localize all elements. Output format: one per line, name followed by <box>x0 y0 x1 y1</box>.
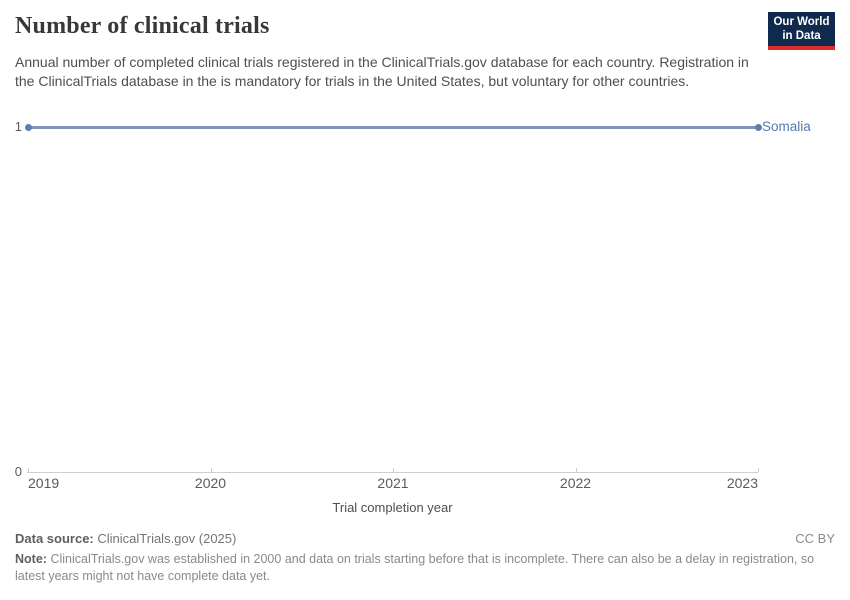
x-axis-tick-label: 2021 <box>377 475 409 491</box>
data-point-first <box>24 123 32 131</box>
series-label-somalia[interactable]: Somalia <box>762 119 811 134</box>
owid-logo-line1: Our World <box>773 16 830 28</box>
footer-source-row: Data source: ClinicalTrials.gov (2025) C… <box>15 531 835 546</box>
x-axis-tick-mark <box>575 468 577 472</box>
note-text: ClinicalTrials.gov was established in 20… <box>15 552 815 583</box>
note-label: Note: <box>15 552 47 566</box>
x-axis-title: Trial completion year <box>332 500 453 515</box>
chart-subtitle: Annual number of completed clinical tria… <box>15 54 749 89</box>
x-axis-tick-label: 2023 <box>726 475 758 491</box>
x-axis-tick-mark <box>758 468 759 472</box>
page-title: Number of clinical trials <box>15 13 270 39</box>
x-axis-line <box>27 472 758 473</box>
x-axis-tick-mark <box>28 468 29 472</box>
x-axis-tick-label: 2020 <box>194 475 227 491</box>
x-axis-tick-mark <box>393 468 394 472</box>
data-source-label: Data source: <box>15 531 94 546</box>
owid-logo[interactable]: Our World in Data <box>768 12 835 50</box>
y-axis-tick-label-0: 0 <box>14 464 22 479</box>
x-axis-tick-mark <box>210 468 212 472</box>
y-axis-tick-label-1: 1 <box>14 119 22 134</box>
data-point-last <box>754 123 762 131</box>
somalia-series-line[interactable] <box>27 125 759 129</box>
x-axis-tick-label: 2019 <box>28 475 60 491</box>
license-badge[interactable]: CC BY <box>795 531 835 546</box>
owid-logo-line2: in Data <box>782 29 821 42</box>
footer-note: Note: ClinicalTrials.gov was established… <box>15 551 835 584</box>
x-axis-tick-label: 2022 <box>559 475 592 491</box>
data-source-link[interactable]: ClinicalTrials.gov (2025) <box>97 531 237 546</box>
